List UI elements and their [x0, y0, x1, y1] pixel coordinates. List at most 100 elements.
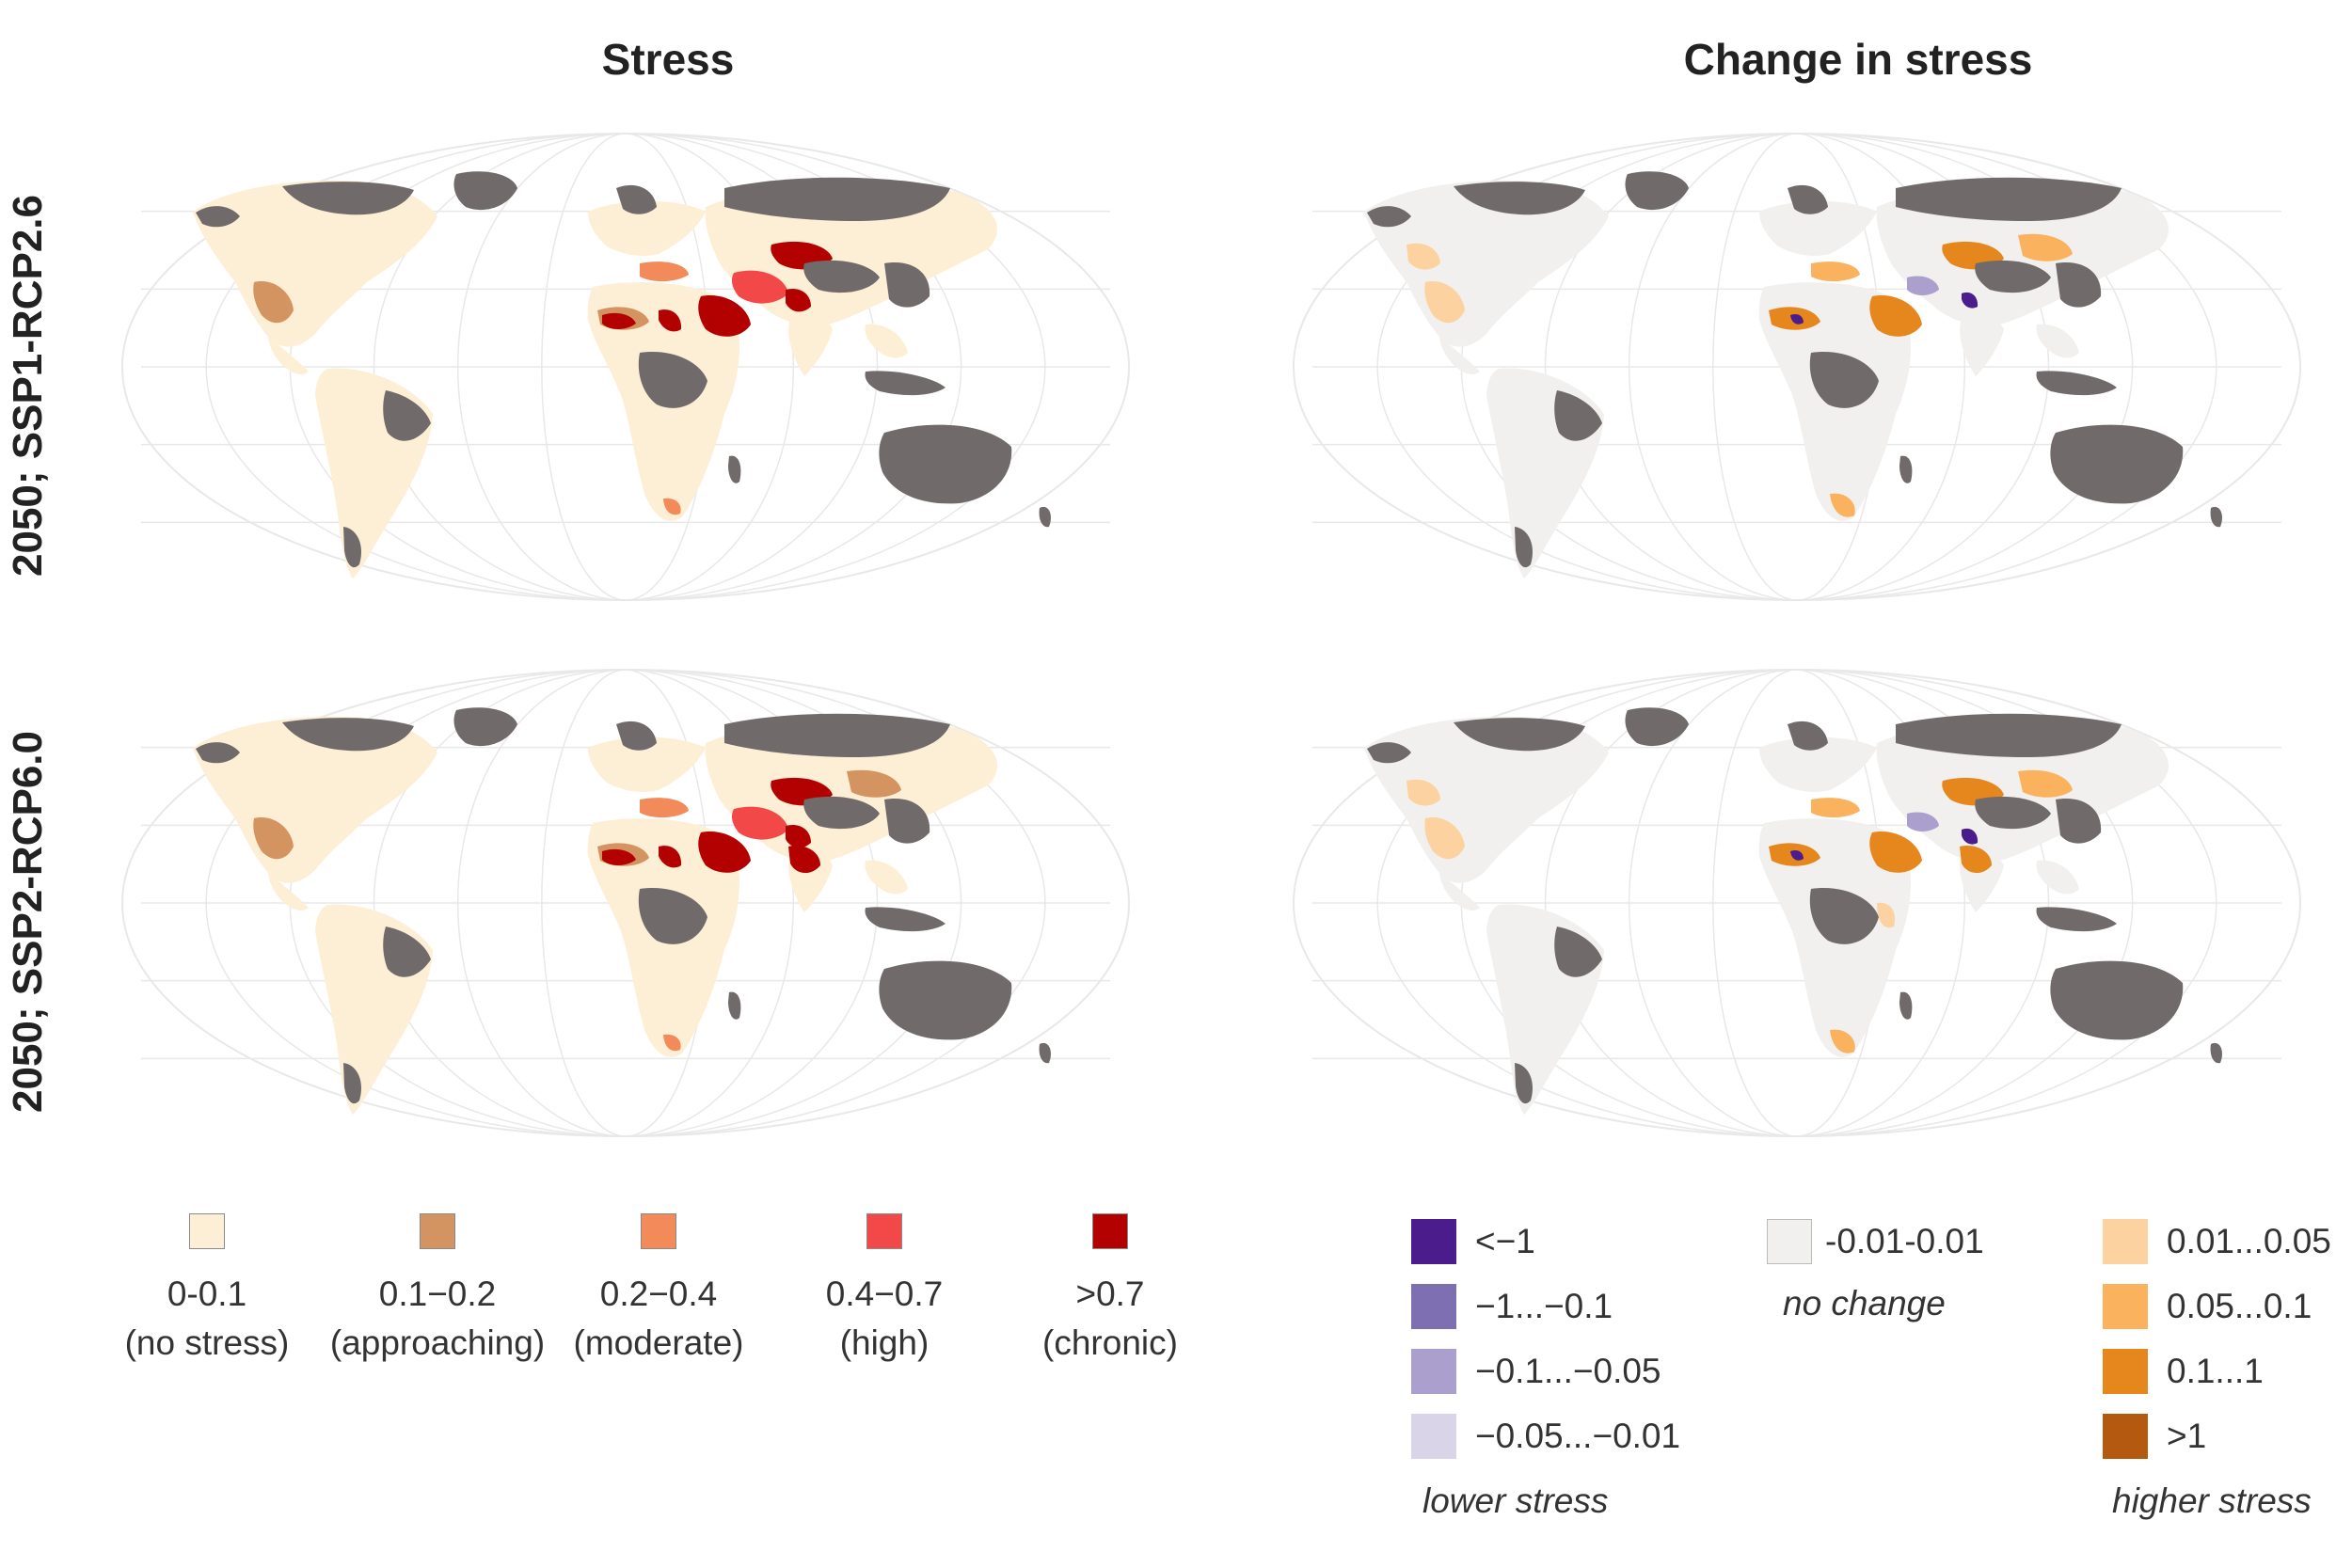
- stress-legend-item: 0.1−0.2 (approaching): [325, 1213, 550, 1368]
- legend-label: −1...−0.1: [1475, 1286, 1613, 1325]
- nodata-tibet: [803, 796, 880, 830]
- legend-label: −0.1...−0.05: [1475, 1351, 1661, 1390]
- stress-legend-item: 0.4−0.7 (high): [771, 1213, 997, 1368]
- change-legend: <−1 −1...−0.1 −0.1...−0.05 −0.05...−0.01…: [1411, 1209, 2352, 1547]
- legend-swatch: [189, 1213, 225, 1249]
- stress-legend-item: 0-0.1 (no stress): [94, 1213, 320, 1368]
- nodata-newZealand: [2210, 506, 2222, 528]
- nodata-northCanada: [1454, 182, 1585, 215]
- stress-patches: [1406, 233, 2073, 517]
- nodata-patagonia: [343, 1063, 362, 1104]
- change-legend-item: −1...−0.1: [1411, 1274, 1680, 1338]
- nodata-northCanada: [282, 718, 414, 752]
- region-southAfrica: [663, 498, 681, 515]
- nodata-indonesia: [2036, 371, 2117, 396]
- nodata-tibet: [1975, 796, 2051, 830]
- nodata-tibet: [1975, 260, 2051, 293]
- legend-label: <−1: [1475, 1221, 1535, 1260]
- nodata-centralAfrica: [1809, 352, 1879, 408]
- nodata-australia: [879, 960, 1012, 1040]
- nodata-madagascar: [728, 991, 741, 1020]
- nodata-brazilEast: [1554, 927, 1602, 977]
- legend-label: -0.01-0.01: [1825, 1221, 1984, 1260]
- map-change-ssp2: [1284, 658, 2310, 1148]
- region-iran: [1907, 812, 1939, 832]
- legend-label: >1: [2167, 1416, 2207, 1455]
- legend-swatch: [420, 1213, 455, 1249]
- change-legend-item: -0.01-0.01: [1767, 1209, 1984, 1274]
- nodata-madagascar: [1899, 455, 1913, 483]
- world-map: [1293, 133, 2301, 601]
- nodata-patagonia: [1515, 1063, 1534, 1104]
- nodata-siberia: [724, 713, 950, 757]
- nodata-alaska: [196, 742, 240, 764]
- change-legend-item: 0.01...0.05: [2103, 1209, 2331, 1274]
- legend-desc: (approaching): [329, 1323, 546, 1362]
- nodata-scandinavia: [1788, 184, 1828, 214]
- region-mexico: [253, 281, 294, 324]
- nodata-brazilEast: [1554, 390, 1602, 441]
- nodata-tibet: [803, 260, 880, 293]
- legend-label: 0.01...0.05: [2167, 1221, 2331, 1260]
- nodata-northCanada: [282, 182, 414, 215]
- land-seAsia: [865, 324, 908, 358]
- region-iran: [731, 806, 788, 840]
- region-mexico: [1424, 817, 1465, 860]
- land-centralAmerica: [1439, 337, 1480, 375]
- nodata-australia: [2050, 424, 2184, 504]
- region-egypt: [659, 309, 682, 332]
- stress-legend: 0-0.1 (no stress) 0.1−0.2 (approaching) …: [94, 1213, 1223, 1383]
- nodata-eastChina: [884, 262, 930, 308]
- region-pakistan: [786, 824, 811, 848]
- row-label-ssp2: 2050; SSP2-RCP6.0: [5, 731, 51, 1113]
- nodata-scandinavia: [616, 721, 657, 751]
- region-eastAfrica: [1877, 902, 1896, 928]
- land-europe: [588, 736, 706, 793]
- no-data-regions: [1367, 707, 2222, 1104]
- legend-label: −0.05...−0.01: [1475, 1416, 1681, 1455]
- land-northAmerica: [193, 716, 437, 883]
- nodata-centralAfrica: [1809, 888, 1879, 944]
- nodata-eastChina: [884, 799, 930, 844]
- nodata-patagonia: [343, 527, 362, 568]
- legend-desc: (moderate): [573, 1323, 744, 1362]
- no-change-note: no change: [1783, 1284, 1946, 1323]
- land-centralAmerica: [268, 337, 309, 375]
- land-europe: [1759, 200, 1877, 257]
- stress-column-title: Stress: [601, 35, 735, 84]
- change-legend-higher: 0.01...0.05 0.05...0.1 0.1...1 >1: [2103, 1209, 2331, 1468]
- nodata-greenland: [453, 707, 517, 747]
- region-indiaStress: [788, 846, 820, 874]
- nodata-centralAfrica: [638, 888, 707, 944]
- change-column-title: Change in stress: [1683, 35, 2033, 84]
- world-map: [1293, 669, 2301, 1137]
- legend-swatch: [641, 1213, 676, 1249]
- region-pakistan: [786, 288, 811, 312]
- land-masses: [1364, 180, 2169, 578]
- legend-desc: (no stress): [124, 1323, 290, 1362]
- land-seAsia: [2036, 860, 2079, 895]
- change-legend-item: <−1: [1411, 1209, 1680, 1274]
- land-northAmerica: [193, 180, 437, 347]
- land-northAmerica: [1364, 716, 1609, 883]
- lower-stress-note: lower stress: [1422, 1481, 1609, 1520]
- nodata-siberia: [1896, 177, 2122, 221]
- nodata-centralAfrica: [638, 352, 707, 408]
- legend-desc: (high): [839, 1323, 930, 1362]
- region-mexico: [1424, 281, 1465, 324]
- region-usWest: [1406, 779, 1440, 806]
- change-legend-neutral: -0.01-0.01: [1767, 1209, 1984, 1274]
- region-maghreb: [602, 848, 636, 865]
- legend-desc: (chronic): [1042, 1323, 1178, 1362]
- region-egypt: [659, 846, 682, 868]
- map-stress-ssp2: [113, 658, 1138, 1148]
- nodata-brazilEast: [383, 390, 431, 441]
- nodata-patagonia: [1515, 527, 1534, 568]
- legend-swatch: [2103, 1283, 2148, 1329]
- nodata-madagascar: [1899, 991, 1913, 1020]
- region-mideast: [698, 295, 751, 337]
- stress-legend-item: >0.7 (chronic): [997, 1213, 1223, 1368]
- legend-range: 0.2−0.4: [599, 1275, 718, 1313]
- region-pakistan: [1962, 828, 1979, 845]
- legend-swatch: [1411, 1283, 1456, 1329]
